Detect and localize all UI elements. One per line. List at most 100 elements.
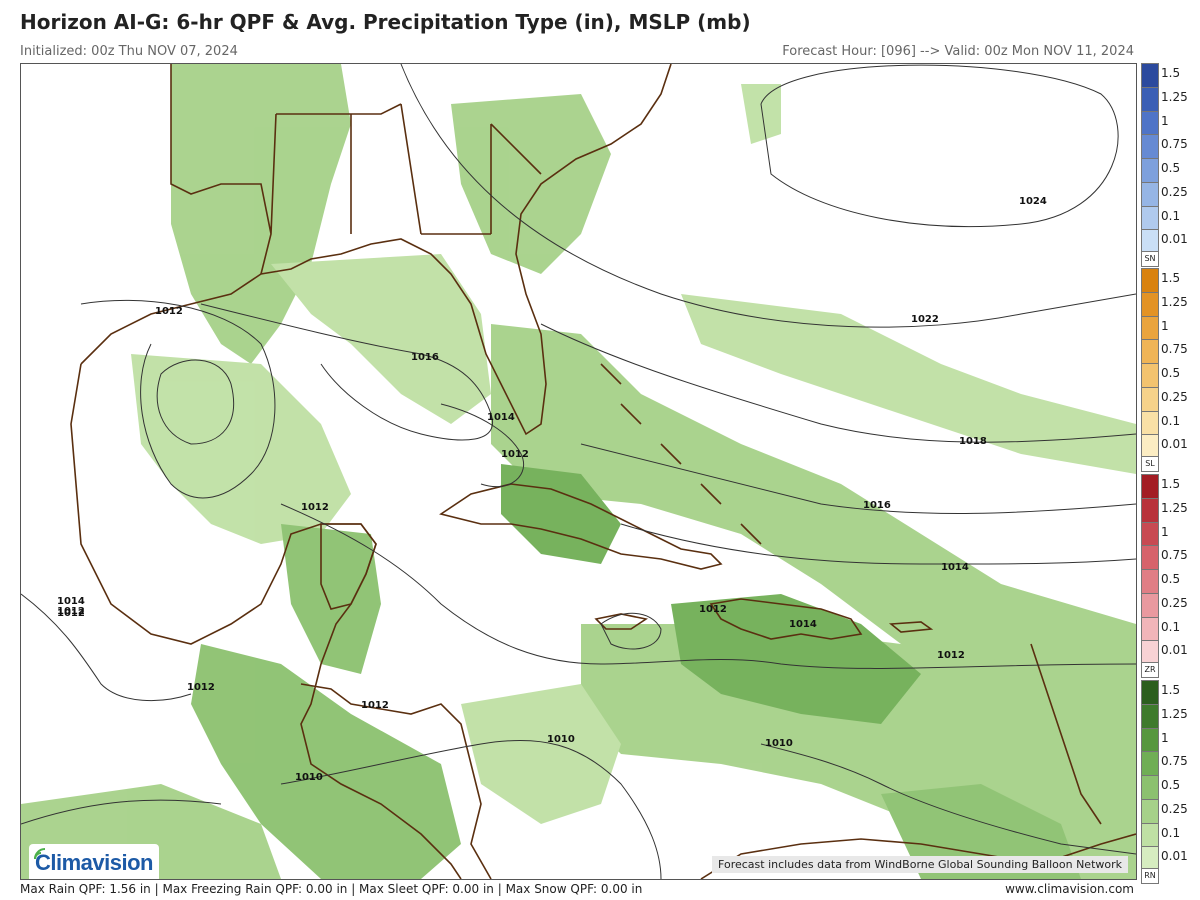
max-qpf-stats: Max Rain QPF: 1.56 in | Max Freezing Rai… [20,882,643,896]
legend-swatch [1141,315,1159,341]
lesser-antilles [1030,643,1102,825]
yucatan [320,523,377,610]
legend-level-label: 0.75 [1161,754,1188,769]
legend-swatch [1141,703,1159,729]
legend-swatch [1141,134,1159,159]
legend-level-label: 1.5 [1161,271,1181,285]
isobar-label: 1010 [295,772,323,783]
precip-area [451,94,611,274]
isobar-label: 1012 [57,608,85,619]
legend-level-label: 1.5 [1161,66,1181,80]
legend-level-label: 0.1 [1161,825,1181,840]
isobar-labels: 1024 1022 1018 1016 1016 1014 1014 1012 … [57,196,1047,783]
isobar-1016-gulf [200,303,494,441]
legend-level-label: 0.25 [1161,595,1188,610]
legend-level-label: 0.5 [1161,778,1181,792]
legend-swatch [1141,727,1159,753]
precip-area [171,64,351,364]
precip-area [461,684,621,824]
legend-swatch [1141,158,1159,183]
logo-text: Climavision [35,850,153,875]
legend-swatch [1141,474,1159,499]
legend-swatch [1141,680,1159,705]
isobar-label: 1014 [941,562,969,573]
isobar-label: 1012 [501,449,529,460]
precip-area [281,524,381,674]
precip-area [681,294,1136,474]
isobar-label: 1016 [411,352,439,363]
precip-area [131,354,351,544]
legend-level-label: 1 [1161,113,1169,128]
isobar-1012-inner [156,359,235,445]
isobar-label: 1012 [187,682,215,693]
legend-swatch [1141,110,1159,136]
legend-swatch [1141,205,1159,231]
central-america-coast [300,683,492,879]
legend-swatch [1141,268,1159,293]
isobar-label: 1010 [765,738,793,749]
legend-swatch [1141,363,1159,388]
isobar-label: 1010 [547,734,575,745]
isobar-1014-fl [440,403,525,488]
legend-swatch [1141,616,1159,642]
isobar-1012-central [280,503,1136,669]
coastlines [70,64,1136,879]
isobar-label: 1012 [57,606,85,617]
legend-level-label: 0.01 [1161,849,1188,864]
isobar-1010-south [21,799,222,825]
isobar-1018 [540,323,1136,443]
legend-level-label: 0.5 [1161,572,1181,586]
legend-level-label: 0.5 [1161,161,1181,175]
legend-swatch [1141,569,1159,594]
legend-swatch [1141,751,1159,776]
legend-level-label: 1.25 [1161,89,1188,104]
precip-area [741,84,781,144]
precip-area [271,254,491,424]
legend-swatch [1141,181,1159,207]
legend-swatch [1141,775,1159,800]
legend-level-label: 1 [1161,524,1169,539]
data-credit: Forecast includes data from WindBorne Gl… [712,856,1128,873]
isobar-1016-atl [580,443,1136,514]
puerto-rico [888,621,934,633]
isobar-1012-gulf [80,299,276,499]
legend-precip-type-tag: SL [1141,456,1159,472]
legend-level-label: 0.25 [1161,801,1188,816]
legend-level-label: 1.5 [1161,477,1181,491]
forecast-valid-time: Forecast Hour: [096] --> Valid: 00z Mon … [782,44,1134,59]
legend-level-label: 0.1 [1161,413,1181,428]
legend-swatch [1141,497,1159,523]
legend-level-label: 0.75 [1161,548,1188,563]
legend-level-label: 1.5 [1161,683,1181,697]
isobar-label: 1022 [911,314,939,325]
precip-area [881,784,1081,879]
weather-map: 1024 1022 1018 1016 1016 1014 1014 1012 … [20,63,1137,880]
legend-swatch [1141,291,1159,317]
isobar-label: 1018 [959,436,987,447]
legend-swatch [1141,592,1159,618]
us-state-borders [170,64,542,275]
legend-level-label: 0.25 [1161,389,1188,404]
isobar-label: 1016 [863,500,891,511]
legend-swatch [1141,86,1159,112]
legend-level-label: 1 [1161,730,1169,745]
legend-swatch [1141,521,1159,547]
legend-level-label: 0.25 [1161,184,1188,199]
signal-icon [34,848,46,860]
legend-swatch [1141,63,1159,88]
legend-level-label: 1 [1161,318,1169,333]
precip-area [491,324,1136,704]
legend-level-label: 1.25 [1161,500,1188,515]
isobar-1010-se [760,743,1136,855]
legend-level-label: 0.01 [1161,437,1188,452]
climavision-logo: Climavision [29,844,159,879]
isobar-label: 1024 [1019,196,1047,207]
legend-swatch [1141,410,1159,436]
map-title: Horizon AI-G: 6-hr QPF & Avg. Precipitat… [20,10,751,34]
website-link[interactable]: www.climavision.com [1005,882,1134,896]
legend-precip-type-tag: ZR [1141,662,1159,678]
isobar-label: 1012 [361,700,389,711]
south-america-coast [700,833,1136,879]
initialized-time: Initialized: 00z Thu NOV 07, 2024 [20,44,238,59]
isobar-1012-west [21,593,192,702]
